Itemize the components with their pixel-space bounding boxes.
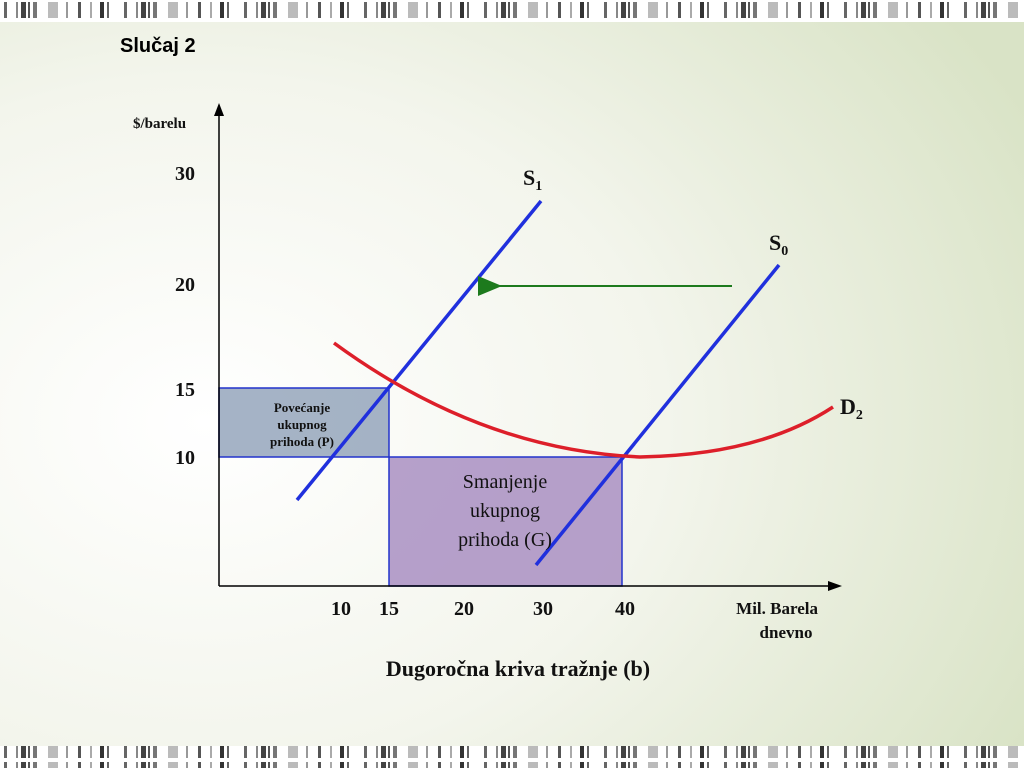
box-label: prihoda (P): [270, 434, 334, 449]
y-tick-label: 15: [175, 379, 195, 401]
y-axis-label: $/barelu: [133, 116, 186, 132]
y-arrow: [214, 103, 224, 116]
x-tick-label: 10: [331, 598, 351, 620]
x-tick-label: 20: [454, 598, 474, 620]
y-tick-label: 20: [175, 274, 195, 296]
x-axis-label: Mil. Barela: [736, 599, 818, 618]
box-label: prihoda (G): [458, 529, 552, 551]
d2-curve: [332, 341, 834, 459]
x-tick-label: 30: [533, 598, 553, 620]
box-label: ukupnog: [470, 500, 540, 522]
loss-box: [388, 456, 623, 587]
box-label: Povećanje: [274, 400, 331, 415]
curve-label: S0: [769, 230, 788, 259]
x-tick-label: 15: [379, 598, 399, 620]
x-arrow: [828, 581, 842, 591]
y-tick-label: 10: [175, 447, 195, 469]
s1-line: [295, 199, 543, 502]
bottom-strip: [0, 746, 1024, 768]
top-strip: [0, 0, 1024, 22]
s0-line: [534, 263, 781, 567]
curve-label: D2: [840, 394, 863, 423]
x-tick-label: 40: [615, 598, 635, 620]
slide-title: Slučaj 2: [120, 35, 196, 57]
caption: Dugoročna kriva tražnje (b): [386, 656, 650, 681]
y-tick-label: 30: [175, 163, 195, 185]
box-label: ukupnog: [277, 417, 327, 432]
x-axis-label: dnevno: [760, 623, 813, 642]
curve-label: S1: [523, 165, 542, 194]
box-label: Smanjenje: [463, 471, 548, 493]
